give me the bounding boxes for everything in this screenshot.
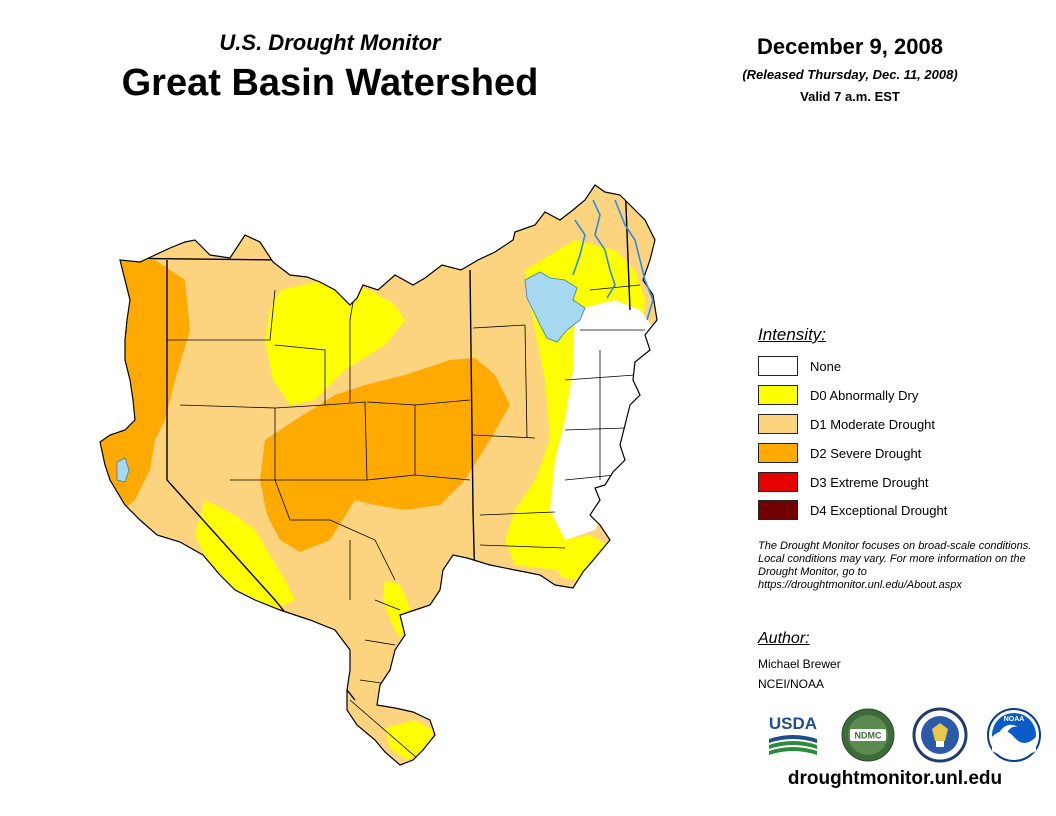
legend-label: None	[810, 358, 842, 374]
svg-text:NOAA: NOAA	[1004, 716, 1025, 723]
legend-swatch	[758, 472, 798, 492]
usda-logo: USDA	[769, 714, 817, 755]
legend-label: D0 Abnormally Dry	[810, 387, 919, 403]
legend-label: D4 Exceptional Drought	[810, 502, 948, 518]
legend-item-d3: D3 Extreme Drought	[758, 471, 929, 493]
legend-swatch	[758, 414, 798, 434]
drought-map	[99, 184, 658, 766]
author-heading: Author:	[758, 630, 810, 647]
bear-river	[592, 199, 616, 299]
legend-label: D2 Severe Drought	[810, 445, 922, 461]
map-date: December 9, 2008	[757, 34, 943, 59]
release-date: (Released Thursday, Dec. 11, 2008)	[742, 67, 958, 82]
noaa-logo: NOAA	[987, 708, 1041, 762]
legend-swatch	[758, 385, 798, 405]
legend-swatch	[758, 356, 798, 376]
legend-label: D1 Moderate Drought	[810, 416, 936, 432]
county-lines	[100, 185, 645, 765]
great-salt-lake	[524, 271, 586, 343]
drought-areas	[100, 185, 657, 765]
disclaimer-note: The Drought Monitor focuses on broad-sca…	[758, 540, 1032, 591]
legend-item-d2: D2 Severe Drought	[758, 442, 921, 464]
legend-item-d4: D4 Exceptional Drought	[758, 499, 947, 521]
legend-swatch	[758, 500, 798, 520]
legend-swatch	[758, 443, 798, 463]
none-area	[550, 300, 655, 540]
d3-extreme-area	[113, 320, 127, 335]
map-title: Great Basin Watershed	[121, 62, 539, 104]
bear-river-east	[614, 199, 654, 321]
author-org: NCEI/NOAA	[758, 677, 825, 691]
ndmc-logo: NDMC	[841, 708, 895, 762]
d0-southwest-area	[195, 500, 295, 612]
legend-item-d0: D0 Abnormally Dry	[758, 384, 918, 406]
legend-item-none: None	[758, 355, 841, 377]
lake-tahoe	[116, 457, 130, 483]
author-name: Michael Brewer	[758, 657, 841, 671]
svg-text:NDMC: NDMC	[855, 731, 882, 741]
svg-text:USDA: USDA	[769, 714, 817, 733]
legend-item-d1: D1 Moderate Drought	[758, 413, 935, 435]
weber-river	[572, 219, 586, 276]
water-bodies	[116, 271, 586, 483]
legend-heading: Intensity:	[758, 325, 827, 344]
d0-central-area	[265, 280, 405, 405]
d2-central-area	[260, 358, 510, 552]
commerce-seal-logo	[912, 707, 968, 763]
map-subtitle: U.S. Drought Monitor	[219, 30, 441, 55]
d3-extreme-area-2	[110, 345, 125, 362]
rivers	[572, 199, 654, 321]
valid-time: Valid 7 a.m. EST	[800, 89, 900, 104]
legend-label: D3 Extreme Drought	[810, 474, 929, 490]
d0-south-tip-area	[385, 720, 433, 760]
website-url[interactable]: droughtmonitor.unl.edu	[787, 768, 1003, 789]
